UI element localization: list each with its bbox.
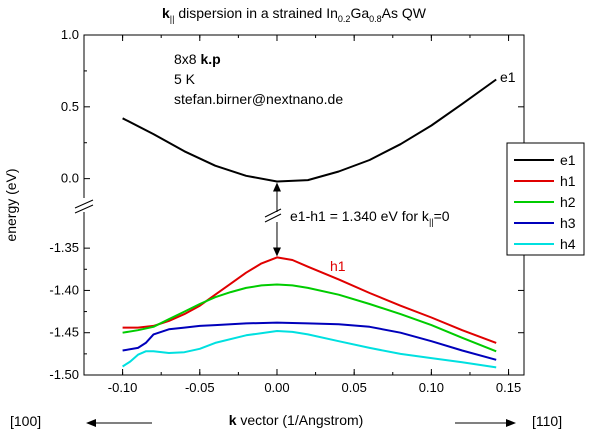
axis-break-left (74, 198, 94, 214)
y-tick-label: -1.50 (49, 367, 79, 382)
x-tick-label: -0.10 (108, 380, 138, 395)
direction-right-arrow (455, 419, 516, 427)
e1-curve-label: e1 (500, 69, 516, 85)
legend-label-h1: h1 (560, 173, 576, 189)
direction-left-label: [100] (10, 413, 41, 429)
y-axis-label: energy (eV) (3, 168, 19, 241)
h1-curve-label: h1 (330, 258, 346, 274)
email-annotation: stefan.birner@nextnano.de (174, 91, 343, 107)
series-line-e1 (122, 78, 497, 183)
temperature-annotation: 5 K (174, 71, 196, 87)
y-tick-label: 1.0 (61, 27, 79, 42)
y-tick-label: -1.35 (49, 240, 79, 255)
legend-label-e1: e1 (560, 152, 576, 168)
series-lines (122, 78, 497, 369)
series-line-h1 (122, 256, 497, 344)
series-line-h2 (122, 283, 497, 353)
x-tick-label: -0.05 (185, 380, 215, 395)
x-axis-ticks: -0.10 -0.05 0.00 0.05 0.10 0.15 (83, 35, 521, 395)
series-line-h3 (122, 321, 497, 361)
legend-label-h3: h3 (560, 215, 576, 231)
x-tick-label: 0.15 (496, 380, 521, 395)
direction-left-arrow (86, 419, 152, 427)
x-tick-label: 0.10 (419, 380, 444, 395)
direction-right-label: [110] (532, 413, 562, 429)
series-line-h4 (122, 330, 497, 369)
chart-title: k|| dispersion in a strained In0.2Ga0.8A… (162, 5, 427, 24)
y-tick-label: -1.40 (49, 282, 79, 297)
y-tick-label: 0.0 (61, 171, 79, 186)
y-axis-ticks: 1.0 0.5 0.0 -1.35 -1.40 -1.45 -1.50 (49, 27, 524, 382)
x-tick-label: 0.05 (342, 380, 367, 395)
y-tick-label: -1.45 (49, 325, 79, 340)
legend-label-h4: h4 (560, 236, 576, 252)
legend-label-h2: h2 (560, 194, 576, 210)
gap-annotation: e1-h1 = 1.340 eV for k||=0 (290, 208, 450, 227)
x-axis-label: k vector (1/Angstrom) (229, 412, 364, 428)
method-annotation: 8x8 k.p (174, 51, 221, 67)
x-tick-label: 0.00 (264, 380, 289, 395)
legend-box (506, 142, 585, 256)
gap-arrow (264, 182, 282, 257)
y-tick-label: 0.5 (61, 99, 79, 114)
legend: e1 h1 h2 h3 h4 (506, 142, 585, 256)
